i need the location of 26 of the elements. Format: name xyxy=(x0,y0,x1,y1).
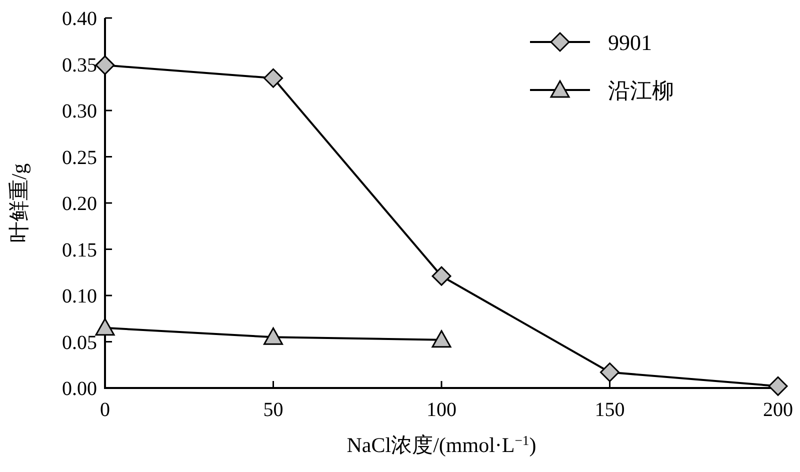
x-tick-label: 50 xyxy=(263,399,284,421)
point xyxy=(768,376,788,396)
point xyxy=(264,327,283,345)
legend-label: 沿江柳 xyxy=(608,78,674,103)
y-tick-label: 0.05 xyxy=(62,332,97,354)
y-tick-label: 0.15 xyxy=(62,239,97,262)
y-tick-label: 0.25 xyxy=(62,146,97,169)
x-tick-label: 100 xyxy=(426,399,456,421)
x-tick-label: 0 xyxy=(100,399,110,421)
y-tick-label: 0.00 xyxy=(62,378,97,400)
point xyxy=(600,362,620,382)
y-tick-label: 0.10 xyxy=(62,286,97,308)
point xyxy=(432,330,452,348)
y-tick-label: 0.20 xyxy=(62,193,97,215)
point xyxy=(95,318,115,336)
x-axis-title: NaCl浓度/(mmol·L$^{−1}$) xyxy=(346,432,536,457)
y-tick-label: 0.35 xyxy=(62,54,97,76)
y-tick-label: 0.30 xyxy=(62,100,97,122)
point xyxy=(432,266,452,286)
y-axis-title: 叶鲜重/g xyxy=(7,162,31,243)
point xyxy=(95,55,115,75)
x-tick-label: 150 xyxy=(594,399,625,421)
point xyxy=(264,68,283,88)
y-tick-label: 0.40 xyxy=(62,8,97,30)
x-tick-label: 200 xyxy=(763,399,793,421)
legend-label: 9901 xyxy=(608,30,652,55)
